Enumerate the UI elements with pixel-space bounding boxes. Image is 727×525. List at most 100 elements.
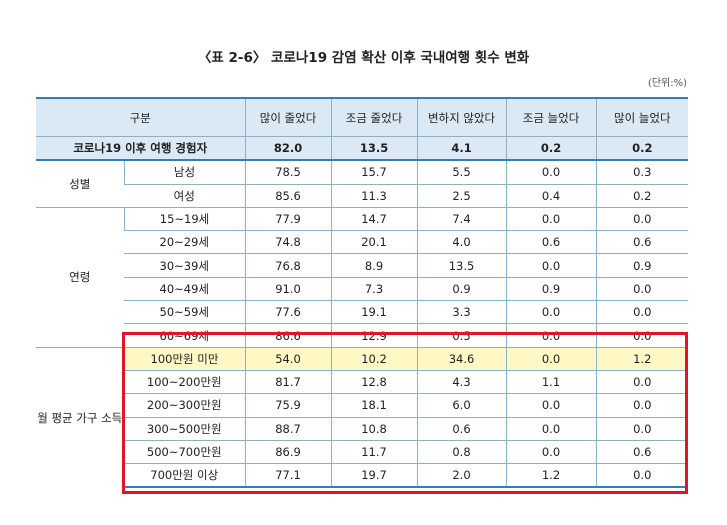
cell: 0.2 [505, 136, 597, 162]
cell: 19.1 [330, 300, 418, 324]
cell: 78.5 [244, 159, 332, 185]
header-category: 구분 [36, 97, 246, 137]
cell: 0.4 [505, 183, 597, 208]
cell: 0.9 [416, 276, 507, 301]
cell: 13.5 [416, 253, 507, 278]
cell: 0.0 [505, 253, 597, 278]
cell: 1.1 [505, 369, 597, 394]
cell: 11.3 [330, 183, 418, 208]
cell: 4.3 [416, 369, 507, 394]
cell: 75.9 [244, 393, 332, 418]
table-row: 여성 85.6 11.3 2.5 0.4 0.2 [36, 183, 689, 208]
cell: 20.1 [330, 230, 418, 254]
cell: 88.7 [244, 416, 332, 441]
cell: 3.3 [416, 300, 507, 324]
row-label: 남성 [123, 159, 246, 185]
row-label: 100~200만원 [124, 369, 246, 394]
cell: 6.0 [416, 393, 507, 418]
row-label: 15~19세 [123, 206, 246, 231]
cell: 0.6 [595, 439, 689, 464]
header-col: 많이 줄었다 [244, 97, 332, 137]
cell: 0.6 [595, 230, 689, 254]
cell: 85.6 [244, 183, 332, 208]
cell: 10.2 [330, 346, 418, 371]
cell: 0.0 [505, 300, 597, 324]
row-label: 20~29세 [124, 230, 246, 254]
cell: 13.5 [330, 136, 418, 162]
data-table: 구분 많이 줄었다 조금 줄었다 변하지 않았다 조금 늘었다 많이 늘었다 코… [36, 97, 689, 489]
cell: 0.6 [505, 230, 597, 254]
table-row: 연령 15~19세 77.9 14.7 7.4 0.0 0.0 [36, 206, 689, 348]
cell: 0.9 [505, 276, 597, 301]
table-row: 700만원 이상 77.1 19.7 2.0 1.2 0.0 [36, 463, 689, 489]
cell: 0.3 [595, 159, 689, 185]
row-label: 여성 [124, 183, 246, 208]
cell: 81.7 [244, 369, 332, 394]
cell: 4.0 [416, 230, 507, 254]
cell: 12.8 [330, 369, 418, 394]
header-col: 조금 줄었다 [330, 97, 418, 137]
row-label: 50~59세 [124, 300, 246, 324]
cell: 77.6 [244, 300, 332, 324]
cell: 86.9 [244, 439, 332, 464]
cell: 0.0 [505, 323, 597, 348]
cell: 11.7 [330, 439, 418, 464]
table-row: 500~700만원 86.9 11.7 0.8 0.0 0.6 [36, 439, 689, 464]
table-row: 100~200만원 81.7 12.8 4.3 1.1 0.0 [36, 369, 689, 394]
cell: 0.0 [505, 206, 597, 231]
cell: 4.1 [416, 136, 507, 162]
cell: 0.0 [595, 463, 689, 489]
row-label: 700만원 이상 [124, 463, 246, 489]
cell: 0.0 [595, 300, 689, 324]
table-title: 〈표 2-6〉 코로나19 감염 확산 이후 국내여행 횟수 변화 [197, 50, 530, 66]
cell: 0.2 [595, 183, 689, 208]
cell: 0.0 [505, 159, 597, 185]
cell: 0.0 [505, 416, 597, 441]
cell: 86.6 [244, 323, 332, 348]
unit-label: (단위:%) [647, 78, 687, 89]
cell: 82.0 [244, 136, 332, 162]
cell: 0.6 [416, 416, 507, 441]
table-row: 60~69세 86.6 12.9 0.5 0.0 0.0 [36, 323, 689, 348]
total-row: 코로나19 이후 여행 경험자 82.0 13.5 4.1 0.2 0.2 [36, 136, 689, 162]
group-label: 월 평균 가구 소득 [36, 346, 124, 488]
cell: 76.8 [244, 253, 332, 278]
table-row: 30~39세 76.8 8.9 13.5 0.0 0.9 [36, 253, 689, 278]
cell: 10.8 [330, 416, 418, 441]
cell: 77.9 [244, 206, 332, 231]
table-row: 20~29세 74.8 20.1 4.0 0.6 0.6 [36, 230, 689, 254]
row-label: 200~300만원 [124, 393, 246, 418]
cell: 14.7 [330, 206, 418, 231]
cell: 0.0 [595, 416, 689, 441]
cell: 2.0 [416, 463, 507, 489]
cell: 0.5 [416, 323, 507, 348]
cell: 0.0 [505, 346, 597, 371]
row-label: 500~700만원 [124, 439, 246, 464]
row-label: 60~69세 [124, 323, 246, 348]
table-row: 40~49세 91.0 7.3 0.9 0.9 0.0 [36, 276, 689, 301]
cell: 77.1 [244, 463, 332, 489]
row-label: 100만원 미만 [123, 346, 246, 371]
table-row: 200~300만원 75.9 18.1 6.0 0.0 0.0 [36, 393, 689, 418]
cell: 15.7 [330, 159, 418, 185]
row-label: 40~49세 [124, 276, 246, 301]
cell: 91.0 [244, 276, 332, 301]
cell: 19.7 [330, 463, 418, 489]
cell: 74.8 [244, 230, 332, 254]
cell: 34.6 [416, 346, 507, 371]
cell: 5.5 [416, 159, 507, 185]
cell: 0.2 [595, 136, 689, 162]
header-col: 조금 늘었다 [505, 97, 597, 137]
header-col: 많이 늘었다 [595, 97, 689, 137]
cell: 7.4 [416, 206, 507, 231]
cell: 0.0 [595, 393, 689, 418]
header-row: 구분 많이 줄었다 조금 줄었다 변하지 않았다 조금 늘었다 많이 늘었다 [36, 97, 689, 137]
cell: 0.9 [595, 253, 689, 278]
cell: 18.1 [330, 393, 418, 418]
table-row: 성별 남성 78.5 15.7 5.5 0.0 0.3 [36, 159, 689, 208]
row-label: 30~39세 [124, 253, 246, 278]
cell: 12.9 [330, 323, 418, 348]
table-row: 300~500만원 88.7 10.8 0.6 0.0 0.0 [36, 416, 689, 441]
group-label: 성별 [36, 159, 124, 208]
group-label: 연령 [36, 206, 124, 348]
